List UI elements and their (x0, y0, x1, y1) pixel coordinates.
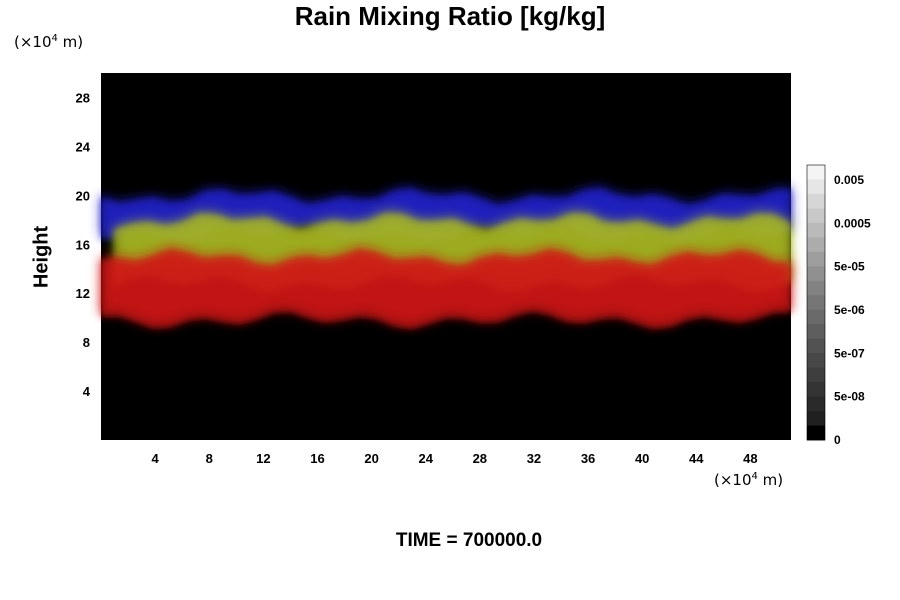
x-tick-label: 12 (256, 451, 270, 466)
colorbar-segment (807, 338, 825, 354)
colorbar-segment (807, 295, 825, 311)
y-tick-label: 4 (83, 384, 91, 399)
y-tick-label: 12 (76, 286, 90, 301)
y-axis-unit: (×104 m) (14, 33, 84, 51)
y-tick-label: 28 (76, 90, 90, 105)
colorbar-segment (807, 208, 825, 224)
x-tick-label: 20 (364, 451, 378, 466)
x-tick-label: 4 (152, 451, 160, 466)
colorbar-frame (806, 164, 826, 441)
y-tick-label: 16 (76, 237, 90, 252)
x-tick-label: 8 (206, 451, 213, 466)
colorbar-tick-label: 0.0005 (834, 216, 871, 230)
colorbar-tick-label: 0 (834, 433, 841, 447)
y-tick-label: 20 (76, 188, 90, 203)
colorbar-tick-label: 5e-05 (834, 260, 865, 274)
x-axis-unit: (×104 m) (714, 471, 784, 489)
y-axis: 4 8 12 16 20 24 28 (76, 90, 91, 399)
band-lower-red-detail (101, 249, 791, 329)
colorbar-segment (807, 309, 825, 325)
colorbar-segment (807, 266, 825, 282)
colorbar-segment (807, 411, 825, 426)
y-tick-label: 24 (76, 139, 91, 154)
colorbar-tick-label: 5e-08 (834, 390, 865, 404)
colorbar-tick-label: 5e-06 (834, 303, 865, 317)
colorbar-segment (807, 251, 825, 267)
x-tick-label: 44 (689, 451, 704, 466)
x-tick-label: 36 (581, 451, 595, 466)
x-tick-label: 28 (473, 451, 487, 466)
x-tick-label: 16 (310, 451, 324, 466)
colorbar-segment (807, 353, 825, 369)
colorbar-segment (807, 280, 825, 296)
rain-field (101, 187, 791, 329)
colorbar-segment (807, 382, 825, 397)
x-tick-label: 40 (635, 451, 649, 466)
colorbar-segment (807, 396, 825, 412)
colorbar-segment (807, 222, 825, 238)
colorbar-segment (807, 179, 825, 195)
colorbar-tick-label: 5e-07 (834, 346, 865, 360)
colorbar-segment (807, 324, 825, 340)
colorbar-segment (807, 237, 825, 253)
colorbar-segment (807, 165, 825, 180)
x-tick-label: 24 (418, 451, 433, 466)
colorbar-tick-label: 0.005 (834, 173, 864, 187)
time-label: TIME = 700000.0 (395, 530, 543, 551)
colorbar-segment (807, 425, 825, 441)
colorbar-segment (807, 367, 825, 383)
x-axis: 4 8 12 16 20 24 28 32 36 40 44 48 (152, 451, 758, 466)
colorbar: 0.005 0.0005 5e-05 5e-06 5e-07 5e-08 0 (806, 164, 871, 447)
x-tick-label: 32 (527, 451, 541, 466)
colorbar-segment (807, 193, 825, 209)
x-tick-label: 48 (743, 451, 757, 466)
chart-title: Rain Mixing Ratio [kg/kg] (294, 1, 606, 31)
y-tick-label: 8 (83, 335, 90, 350)
